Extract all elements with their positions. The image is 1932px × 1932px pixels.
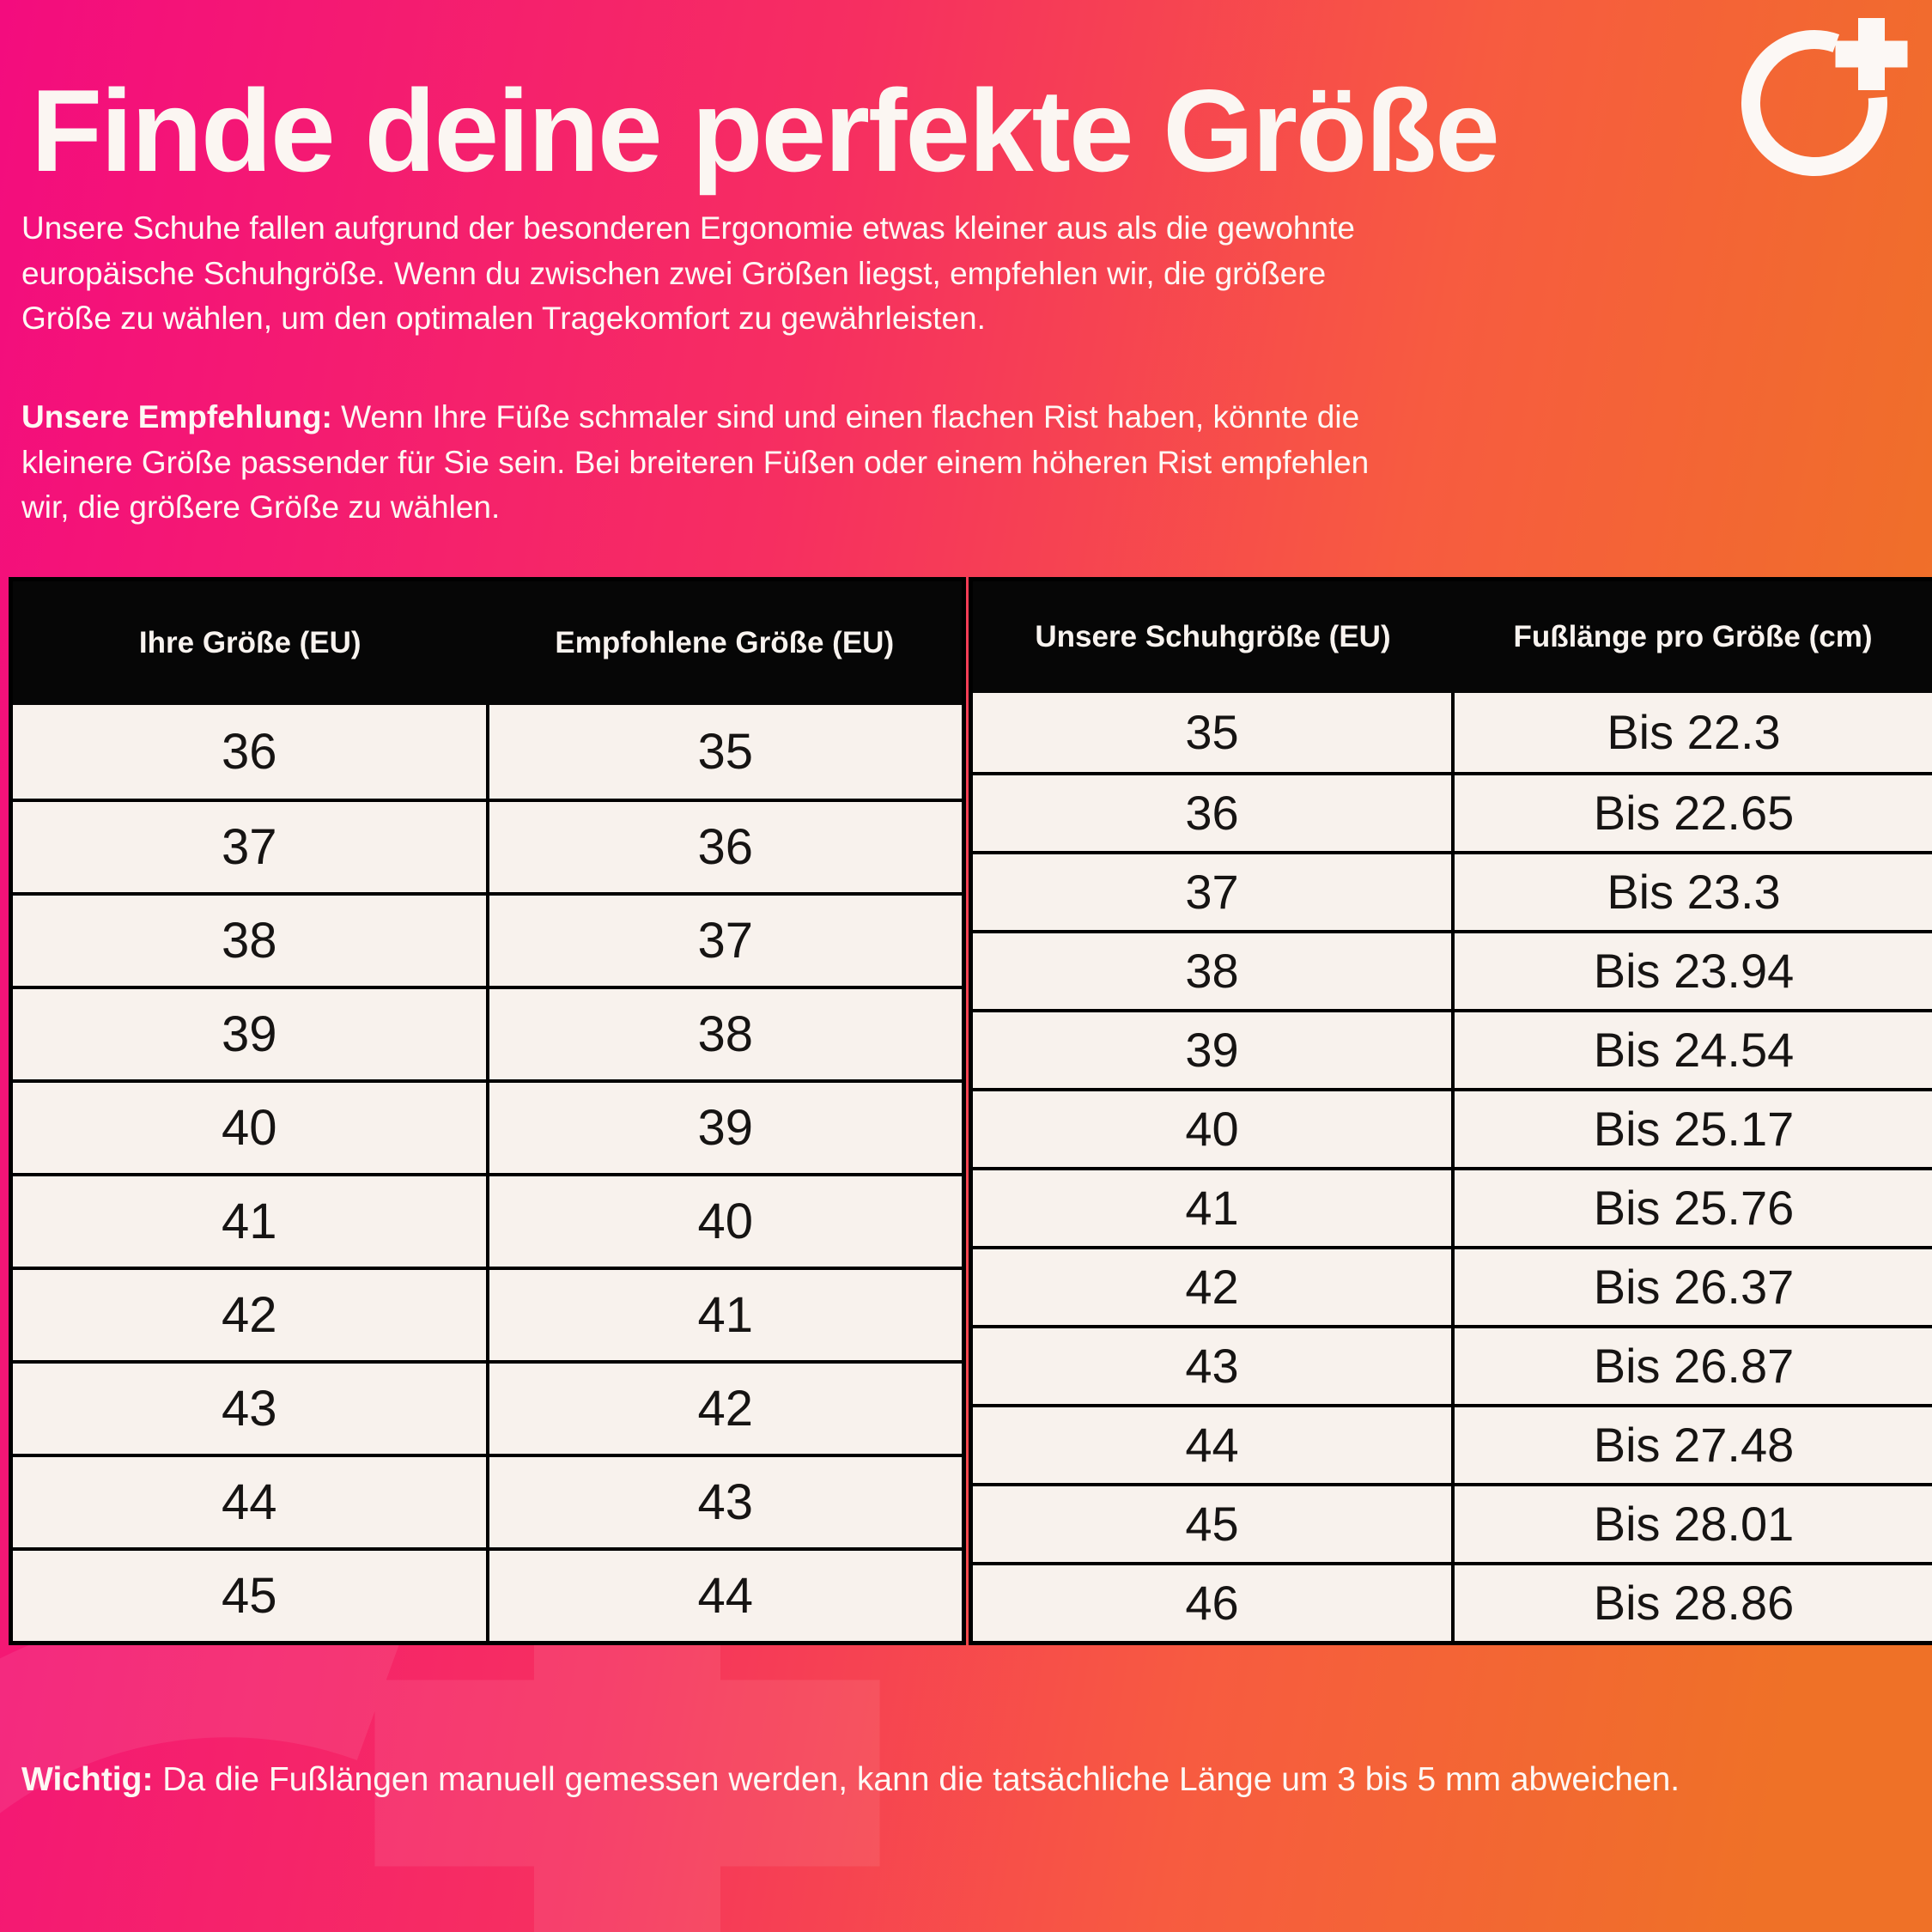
important-note: Wichtig: Da die Fußlängen manuell gemess… (21, 1757, 1696, 1804)
recommended-size-cell: 38 (485, 989, 963, 1079)
shoe-size-cell: 38 (1185, 944, 1239, 998)
size-conversion-table: Ihre Größe (EU) Empfohlene Größe (EU) 36… (9, 577, 966, 1645)
your-size-cell: 41 (221, 1193, 277, 1249)
your-size-cell: 39 (221, 1005, 277, 1062)
foot-length-cell: Bis 28.86 (1451, 1565, 1932, 1641)
table-row: 38 37 (13, 892, 962, 986)
important-note-text: Da die Fußlängen manuell gemessen werden… (153, 1761, 1680, 1798)
recommended-size-cell: 43 (485, 1457, 963, 1547)
your-size-cell: 45 (221, 1567, 277, 1624)
foot-length-cell: Bis 22.3 (1451, 693, 1932, 772)
shoe-size-cell: 35 (1185, 705, 1239, 759)
your-size-cell: 40 (221, 1099, 277, 1156)
size-conversion-table-header: Ihre Größe (EU) Empfohlene Größe (EU) (13, 581, 962, 705)
table-row: 42 Bis 26.37 (973, 1246, 1932, 1325)
column-header-our-shoe-size: Unsere Schuhgröße (EU) (1035, 620, 1391, 653)
recommendation-text: Wenn Ihre Füße schmaler sind und einen f… (21, 399, 1370, 526)
table-row: 36 Bis 22.65 (973, 772, 1932, 851)
recommended-size-cell: 36 (485, 802, 963, 892)
foot-length-cell: Bis 25.76 (1451, 1170, 1932, 1246)
your-size-cell: 42 (221, 1286, 277, 1343)
table-row: 39 Bis 24.54 (973, 1009, 1932, 1088)
recommended-size-cell: 35 (485, 705, 963, 799)
shoe-size-cell: 41 (1185, 1181, 1239, 1235)
shoe-size-cell: 42 (1185, 1260, 1239, 1314)
shoe-size-cell: 40 (1185, 1102, 1239, 1156)
o-plus-logo-icon (1741, 18, 1908, 176)
table-row: 41 Bis 25.76 (973, 1167, 1932, 1246)
foot-length-cell: Bis 27.48 (1451, 1407, 1932, 1483)
foot-length-cell: Bis 28.01 (1451, 1486, 1932, 1562)
table-row: 41 40 (13, 1173, 962, 1267)
table-row: 42 41 (13, 1267, 962, 1360)
intro-text: Unsere Schuhe fallen aufgrund der besond… (21, 210, 1355, 337)
your-size-cell: 43 (221, 1380, 277, 1437)
recommendation-label: Unsere Empfehlung: (21, 399, 332, 434)
foot-length-cell: Bis 25.17 (1451, 1091, 1932, 1167)
important-note-label: Wichtig: (21, 1761, 154, 1798)
foot-length-cell: Bis 22.65 (1451, 775, 1932, 851)
shoe-size-cell: 45 (1185, 1497, 1239, 1551)
table-row: 35 Bis 22.3 (973, 693, 1932, 772)
foot-length-table: Unsere Schuhgröße (EU) Fußlänge pro Größ… (969, 577, 1932, 1645)
foot-length-cell: Bis 26.87 (1451, 1328, 1932, 1404)
shoe-size-cell: 43 (1185, 1339, 1239, 1393)
your-size-cell: 36 (221, 723, 277, 780)
column-header-foot-length: Fußlänge pro Größe (cm) (1513, 620, 1873, 653)
recommended-size-cell: 40 (485, 1176, 963, 1267)
recommended-size-cell: 39 (485, 1083, 963, 1173)
table-row: 45 44 (13, 1547, 962, 1641)
table-row: 37 36 (13, 799, 962, 892)
table-row: 44 43 (13, 1454, 962, 1547)
foot-length-cell: Bis 26.37 (1451, 1249, 1932, 1325)
shoe-size-cell: 36 (1185, 786, 1239, 840)
table-row: 46 Bis 28.86 (973, 1562, 1932, 1641)
shoe-size-cell: 46 (1185, 1576, 1239, 1630)
recommended-size-cell: 41 (485, 1270, 963, 1360)
page-title: Finde deine perfekte Größe (31, 65, 1500, 196)
table-row: 43 Bis 26.87 (973, 1325, 1932, 1404)
recommendation-paragraph: Unsere Empfehlung: Wenn Ihre Füße schmal… (21, 395, 1387, 531)
recommended-size-cell: 42 (485, 1364, 963, 1454)
table-row: 39 38 (13, 986, 962, 1079)
your-size-cell: 38 (221, 912, 277, 969)
recommended-size-cell: 44 (485, 1551, 963, 1641)
shoe-size-cell: 44 (1185, 1418, 1239, 1472)
table-row: 44 Bis 27.48 (973, 1404, 1932, 1483)
table-row: 43 42 (13, 1360, 962, 1454)
table-row: 40 Bis 25.17 (973, 1088, 1932, 1167)
size-conversion-table-body: 36 35 37 36 38 37 39 38 40 39 41 40 42 41 43 42 44 43 45 44 (13, 705, 962, 1641)
table-row: 45 Bis 28.01 (973, 1483, 1932, 1562)
foot-length-cell: Bis 24.54 (1451, 1012, 1932, 1088)
column-header-recommended-size: Empfohlene Größe (EU) (555, 626, 895, 659)
shoe-size-cell: 37 (1185, 865, 1239, 919)
column-header-your-size: Ihre Größe (EU) (138, 626, 361, 659)
table-row: 40 39 (13, 1079, 962, 1173)
table-row: 36 35 (13, 705, 962, 799)
intro-paragraph: Unsere Schuhe fallen aufgrund der besond… (21, 206, 1387, 342)
table-row: 37 Bis 23.3 (973, 851, 1932, 930)
foot-length-cell: Bis 23.94 (1451, 933, 1932, 1009)
your-size-cell: 37 (221, 818, 277, 875)
recommended-size-cell: 37 (485, 896, 963, 986)
foot-length-table-header: Unsere Schuhgröße (EU) Fußlänge pro Größ… (973, 581, 1932, 693)
your-size-cell: 44 (221, 1473, 277, 1530)
foot-length-table-body: 35 Bis 22.3 36 Bis 22.65 37 Bis 23.3 38 Bis 23.… (973, 693, 1932, 1641)
foot-length-cell: Bis 23.3 (1451, 854, 1932, 930)
shoe-size-cell: 39 (1185, 1023, 1239, 1077)
table-row: 38 Bis 23.94 (973, 930, 1932, 1009)
